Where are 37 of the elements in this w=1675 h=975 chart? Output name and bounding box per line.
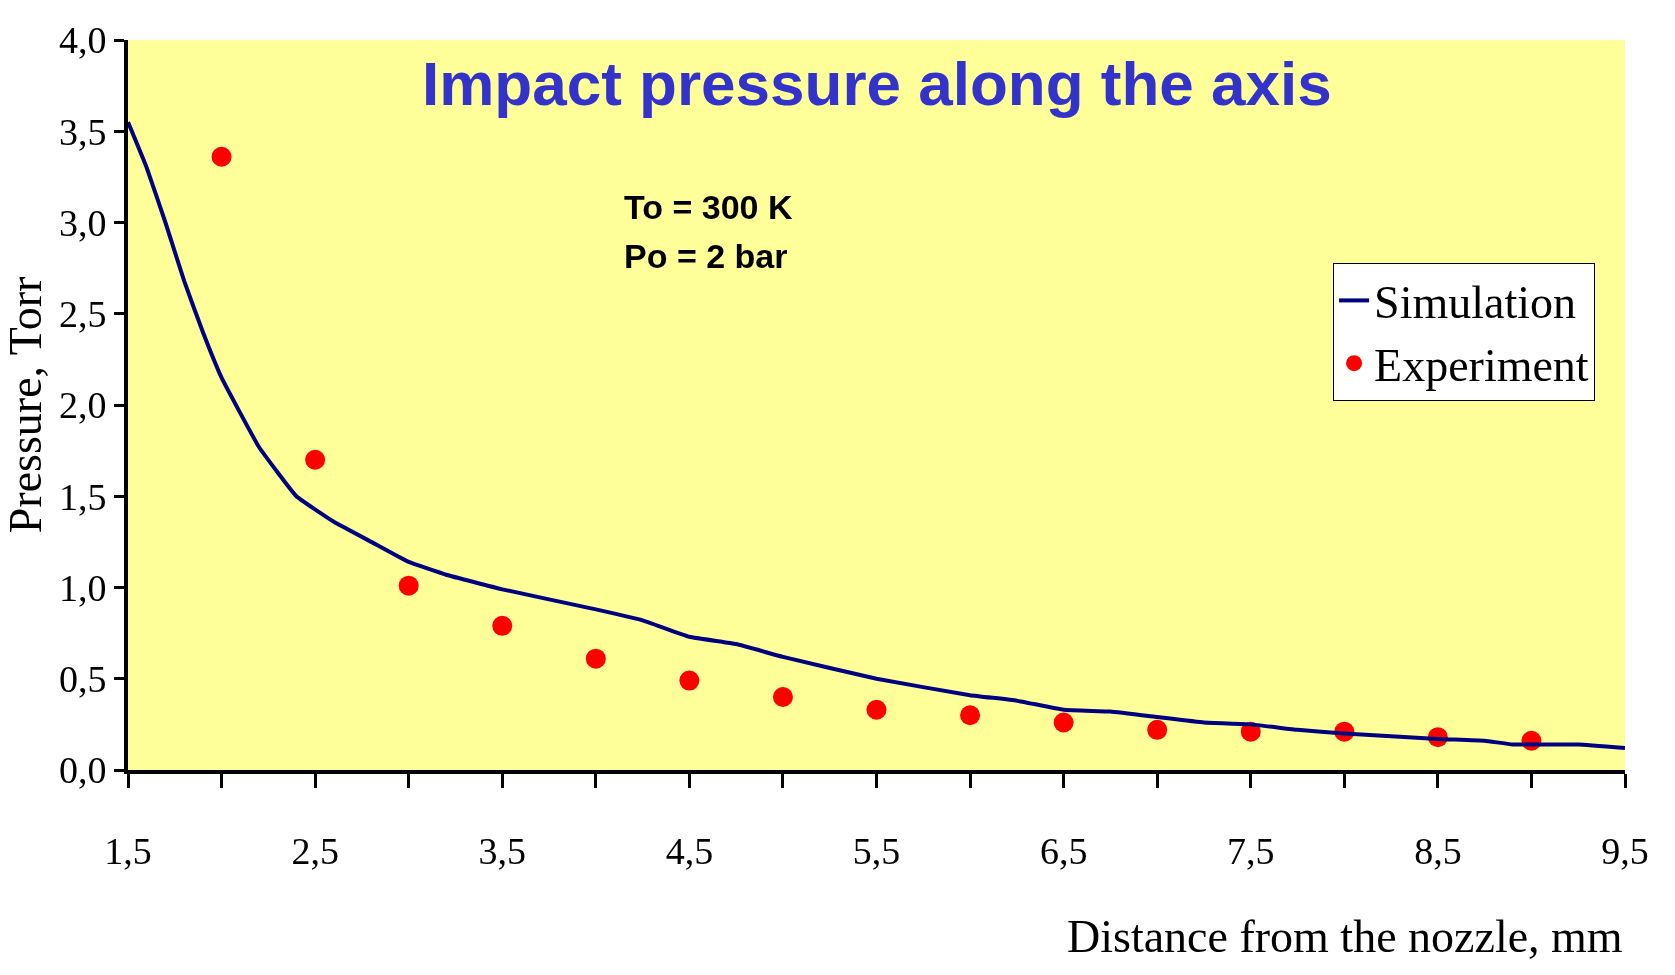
y-tick-label: 2,5	[58, 293, 107, 336]
point	[398, 575, 419, 596]
x-tick-label: 8,5	[1414, 829, 1462, 872]
line-series	[128, 120, 1625, 751]
y-tick-label: 4,0	[58, 19, 107, 62]
x-tick-label: 2,5	[291, 829, 339, 872]
point	[772, 687, 793, 707]
x-tick-label: 5,5	[852, 829, 901, 872]
y-axis-title: Pressure, Torr	[0, 276, 51, 534]
x-axis-title: Distance from the nozzle, mm	[1067, 911, 1623, 962]
y-tick-label: 1,0	[58, 566, 107, 609]
point	[211, 146, 232, 167]
point	[1053, 712, 1074, 733]
point	[585, 648, 606, 669]
chart-title: Impact pressure along the axis	[422, 49, 1332, 118]
annotation: Po = 2 bar	[624, 237, 788, 275]
point	[960, 705, 981, 726]
point	[679, 670, 700, 691]
point	[1147, 719, 1168, 740]
point	[492, 615, 513, 636]
x-tick-label: 6,5	[1039, 829, 1088, 872]
point	[866, 699, 887, 720]
legend-label: Experiment	[1374, 340, 1589, 392]
y-tick-label: 3,0	[58, 201, 107, 244]
x-tick-label: 7,5	[1227, 829, 1275, 872]
y-tick-label: 1,5	[58, 475, 107, 518]
x-tick-label: 3,5	[478, 829, 526, 872]
y-tick-label: 0,5	[58, 658, 107, 701]
x-tick-label: 4,5	[665, 829, 714, 872]
y-tick-label: 0,0	[58, 749, 107, 792]
legend-label: Simulation	[1374, 277, 1576, 329]
y-tick-label: 3,5	[58, 110, 107, 153]
x-tick-label: 1,5	[104, 829, 152, 872]
annotation: To = 300 K	[624, 188, 793, 226]
point	[305, 449, 326, 470]
x-tick-label: 9,5	[1601, 829, 1649, 872]
y-tick-label: 2,0	[58, 384, 107, 427]
